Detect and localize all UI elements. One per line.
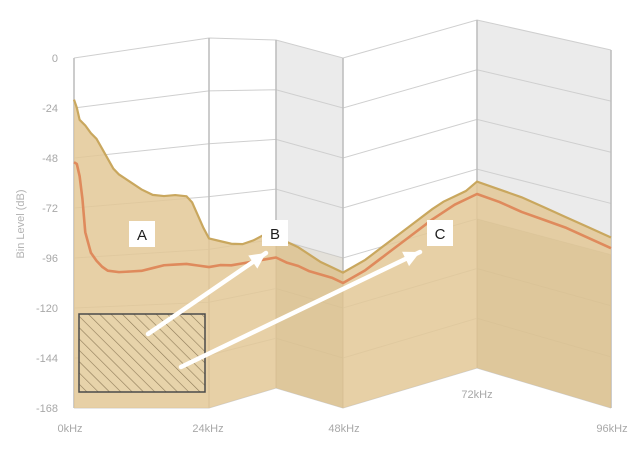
text-layer: A B C 0 -24 -48 -72 -96 -120 -144 -168 Bin Level (d… <box>15 53 628 435</box>
annotation-label-b: B <box>270 226 280 243</box>
x-tick-label: 48kHz <box>328 423 359 435</box>
arrow-to-b-shaft <box>145 250 269 337</box>
band-shade <box>276 238 343 408</box>
y-tick-label: -96 <box>42 253 58 265</box>
line-series <box>73 161 612 285</box>
y-tick-label: -48 <box>42 153 58 165</box>
gridline <box>73 19 612 59</box>
y-tick-label: -24 <box>42 103 58 115</box>
y-tick-label: -144 <box>36 353 58 365</box>
annotation-label-c: C <box>435 226 446 243</box>
annotation-label-a: A <box>137 227 147 244</box>
arrow-to-c-head <box>402 251 420 267</box>
gridline <box>73 118 612 159</box>
y-tick-label: -72 <box>42 203 58 215</box>
band-fill <box>74 99 611 409</box>
arrow-to-c-shaft <box>178 249 423 370</box>
x-tick-label: 0kHz <box>57 423 82 435</box>
y-axis-label: Bin Level (dB) <box>15 189 27 258</box>
hatched-region <box>78 313 206 393</box>
annotation-box <box>427 220 453 246</box>
y-tick-label: -120 <box>36 303 58 315</box>
fill-layer <box>74 99 611 409</box>
decoration-layer <box>78 249 423 393</box>
x-tick-label: 72kHz <box>461 389 492 401</box>
x-tick-label: 24kHz <box>192 423 223 435</box>
band-shade <box>477 218 611 408</box>
line-layer <box>72 99 612 285</box>
y-tick-label: -168 <box>36 403 58 415</box>
band-top-line <box>72 99 612 274</box>
annotation-box <box>262 220 288 246</box>
x-tick-label: 96kHz <box>596 423 627 435</box>
y-tick-label: 0 <box>52 53 58 65</box>
annotation-box <box>129 221 155 247</box>
gridline <box>73 69 612 109</box>
arrow-to-b-head <box>248 253 266 269</box>
